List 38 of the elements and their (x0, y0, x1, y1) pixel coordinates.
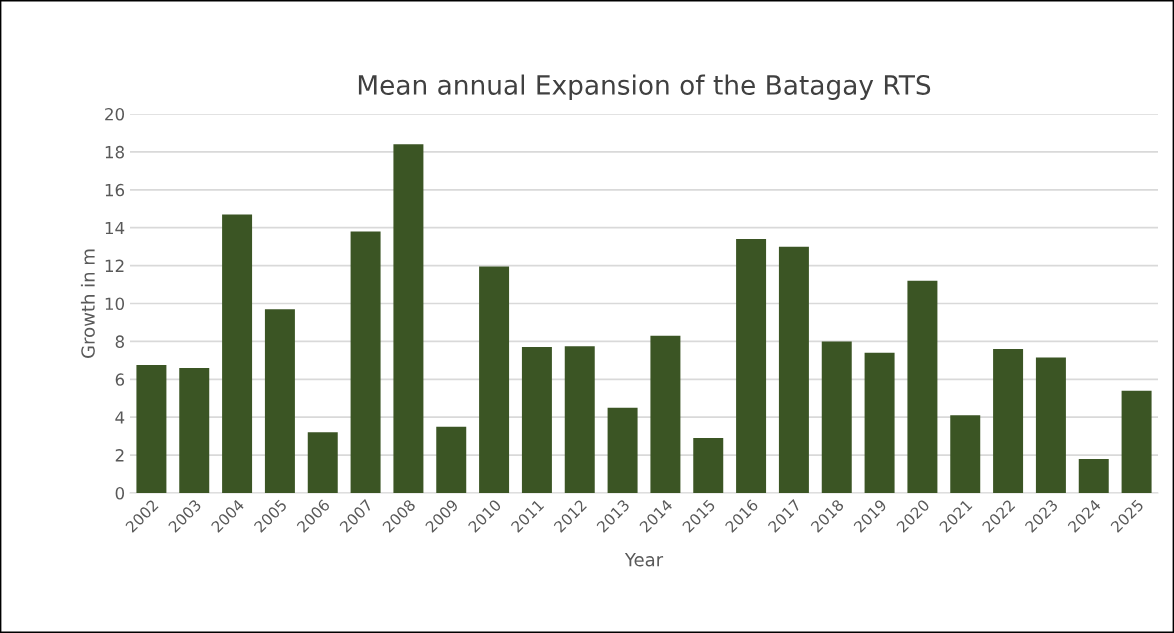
bar (950, 415, 981, 493)
bar (136, 365, 167, 493)
bar (564, 346, 595, 493)
bar (521, 347, 552, 493)
bar (307, 432, 338, 493)
bar (479, 266, 510, 493)
bar (222, 214, 253, 493)
bar (778, 246, 809, 493)
y-tick-label: 8 (115, 335, 124, 348)
bar (650, 335, 681, 493)
bar (736, 239, 767, 493)
y-tick-label: 12 (105, 259, 124, 272)
y-axis-title: Growth in m (80, 249, 95, 358)
x-axis-title: Year (624, 553, 664, 567)
bar (993, 348, 1024, 493)
y-tick-label: 4 (115, 411, 125, 424)
bar (907, 280, 938, 493)
bar (436, 426, 467, 493)
bar (864, 352, 895, 493)
bar (264, 309, 295, 493)
bar (693, 438, 724, 493)
bar (821, 341, 852, 493)
bar (179, 367, 210, 493)
bar (1035, 357, 1066, 493)
y-tick-label: 0 (115, 486, 125, 500)
chart-title: Mean annual Expansion of the Batagay RTS (358, 74, 931, 101)
y-tick-label: 2 (115, 449, 124, 462)
bar (1121, 390, 1152, 493)
y-tick-label: 18 (105, 145, 124, 159)
bar (393, 144, 424, 493)
y-tick-label: 6 (115, 373, 125, 386)
y-tick-label: 16 (105, 183, 125, 197)
y-tick-label: 14 (105, 221, 125, 235)
y-tick-label: 10 (105, 297, 125, 311)
bar (607, 407, 638, 493)
y-tick-label: 20 (105, 107, 125, 121)
bar (1078, 458, 1109, 493)
bar (350, 231, 381, 493)
